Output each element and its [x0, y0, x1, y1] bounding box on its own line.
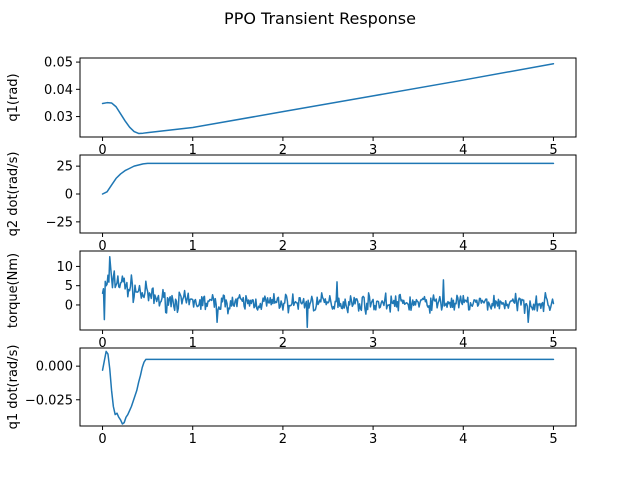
x-tick-label: 0 [98, 143, 106, 158]
x-tick-label: 2 [279, 336, 287, 351]
y-axis-label: q1(rad) [6, 73, 21, 121]
x-tick-label: 0 [98, 336, 106, 351]
x-tick-label: 5 [549, 432, 557, 447]
x-tick-label: 4 [459, 432, 467, 447]
x-tick-label: 3 [369, 336, 377, 351]
subplot-2: 0 1 2 3 4 5 −25 0 25 q2 dot(rad/s) [6, 152, 577, 254]
x-tick-label: 5 [549, 239, 557, 254]
subplot-4: 0 1 2 3 4 5 −0.025 0.000 q1 dot(rad/s) [6, 345, 577, 447]
y-tick-label: 0 [65, 298, 73, 313]
y-tick-label: 0.04 [44, 83, 73, 98]
y-tick-label: −25 [46, 215, 73, 230]
series-line-4-1 [101, 350, 555, 425]
x-tick-label: 2 [279, 239, 287, 254]
axes-frame [79, 250, 577, 331]
figure-title: PPO Transient Response [224, 9, 416, 28]
x-tick-label: 2 [279, 432, 287, 447]
subplot-3: 0 1 2 3 4 5 0 5 10 torque(Nm) [6, 250, 577, 351]
axes-frame [79, 347, 577, 427]
y-tick-label: −0.025 [25, 393, 73, 408]
series-line-1-1 [101, 62, 555, 135]
x-tick-label: 4 [459, 336, 467, 351]
x-tick-label: 1 [189, 432, 197, 447]
x-tick-label: 0 [98, 432, 106, 447]
y-axis-label: q1 dot(rad/s) [6, 345, 21, 430]
x-tick-label: 4 [459, 239, 467, 254]
x-tick-label: 4 [459, 143, 467, 158]
axes-frame [79, 154, 577, 234]
x-tick-label: 1 [189, 143, 197, 158]
series-line-2-1 [101, 162, 555, 195]
y-axis-label: torque(Nm) [6, 253, 21, 328]
y-tick-label: 5 [65, 279, 73, 294]
x-tick-label: 0 [98, 239, 106, 254]
y-axis-label: q2 dot(rad/s) [6, 152, 21, 237]
axes-frame [79, 57, 577, 138]
y-tick-label: 0.05 [44, 56, 73, 71]
y-tick-label: 25 [56, 160, 73, 175]
x-tick-label: 3 [369, 432, 377, 447]
x-tick-label: 3 [369, 143, 377, 158]
x-tick-label: 5 [549, 143, 557, 158]
series-line-3-1 [101, 256, 555, 329]
subplot-1: 0 1 2 3 4 5 0.03 0.04 0.05 q1(rad) [6, 56, 577, 158]
x-tick-label: 2 [279, 143, 287, 158]
x-tick-label: 5 [549, 336, 557, 351]
y-tick-label: 0.000 [36, 360, 73, 375]
x-tick-label: 1 [189, 336, 197, 351]
x-tick-label: 3 [369, 239, 377, 254]
y-tick-label: 10 [56, 260, 73, 275]
x-tick-label: 1 [189, 239, 197, 254]
y-tick-label: 0.03 [44, 110, 73, 125]
y-tick-label: 0 [65, 188, 73, 203]
